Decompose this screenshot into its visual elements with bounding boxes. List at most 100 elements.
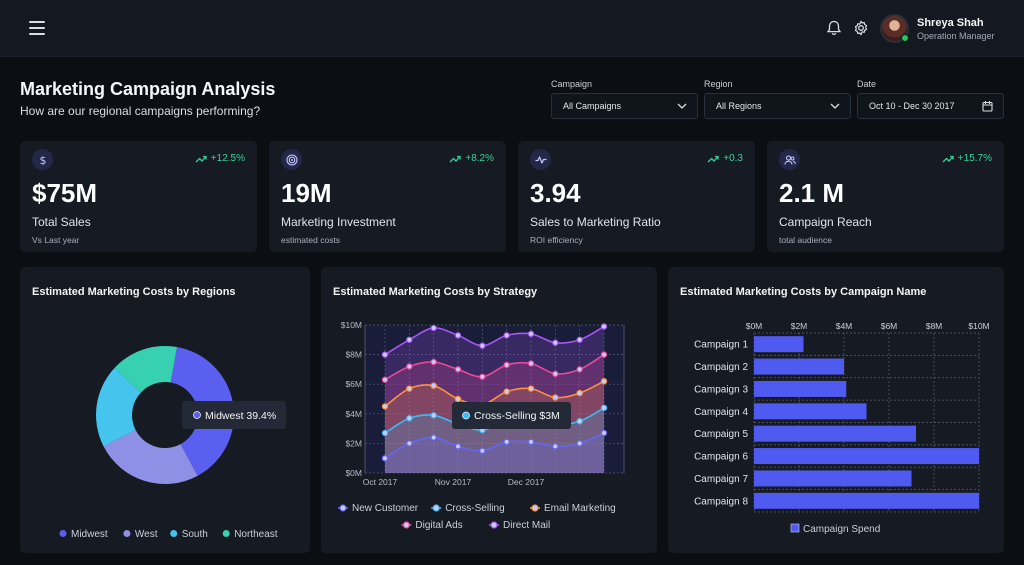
legend-label: West (135, 529, 158, 540)
calendar-icon (982, 101, 993, 112)
kpi-card-sales-marketing-ratio: +0.3 3.94 Sales to Marketing Ratio ROI e… (518, 141, 755, 252)
kpi-change: +12.5% (195, 153, 245, 164)
donut-slice-west (103, 430, 198, 484)
data-point (576, 417, 583, 425)
data-point (503, 438, 510, 446)
area-band-0 (385, 433, 604, 473)
tooltip-box (452, 402, 571, 429)
y-tick-label: $0M (345, 468, 362, 478)
chart-title: Estimated Marketing Costs by Strategy (333, 286, 538, 298)
kpi-value: 2.1 M (779, 178, 845, 208)
x-tick-label: $10M (968, 321, 989, 331)
legend-swatch (790, 523, 800, 533)
bar (754, 425, 916, 442)
data-point (454, 443, 462, 450)
bar (754, 470, 912, 487)
trend-up-icon (942, 155, 954, 162)
tooltip-label: Cross-Selling $3M (474, 410, 560, 422)
series-line (384, 353, 605, 381)
campaign-select[interactable]: All Campaigns (551, 93, 698, 119)
campaign-filter-label: Campaign (551, 79, 593, 89)
online-status-dot (901, 34, 909, 42)
donut-tooltip: Midwest 39.4% (182, 401, 286, 429)
kpi-card-total-sales: $ +12.5% $75M Total Sales Vs Last year (20, 141, 257, 252)
trend-up-icon (195, 155, 207, 162)
data-point (552, 339, 559, 346)
data-point (381, 376, 389, 383)
bar (754, 358, 844, 375)
data-point (552, 370, 559, 378)
data-point (527, 385, 535, 392)
legend-swatch (531, 504, 539, 512)
bar (754, 448, 979, 465)
data-point (430, 324, 437, 332)
data-point (600, 323, 608, 330)
tooltip-swatch (193, 411, 201, 419)
region-select[interactable]: All Regions (704, 93, 851, 119)
data-point (406, 440, 413, 447)
data-point (430, 412, 437, 419)
bar (754, 403, 867, 420)
data-point (503, 388, 510, 395)
data-point (430, 358, 437, 366)
legend-label: Digital Ads (415, 520, 462, 531)
data-point (406, 415, 413, 422)
legend-label: Campaign Spend (803, 524, 880, 535)
chevron-down-icon (677, 103, 687, 109)
avatar[interactable] (880, 14, 909, 43)
category-label: Campaign 4 (694, 407, 748, 418)
data-point (406, 385, 413, 392)
date-filter-label: Date (857, 79, 877, 89)
kpi-card-campaign-reach: +15.7% 2.1 M Campaign Reach total audien… (767, 141, 1004, 252)
data-point (479, 447, 486, 454)
chart-title: Estimated Marketing Costs by Regions (32, 286, 236, 298)
kpi-change: +15.7% (942, 153, 992, 164)
data-point (406, 336, 413, 344)
svg-text:$: $ (39, 154, 46, 166)
bar (754, 336, 804, 353)
date-picker-value: Oct 10 - Dec 30 2017 (869, 101, 955, 111)
legend-swatch (432, 504, 440, 512)
target-icon (281, 149, 302, 170)
plot-area (753, 332, 980, 513)
menu-icon[interactable] (29, 21, 45, 35)
campaign-chart-panel: Estimated Marketing Costs by Campaign Na… (668, 267, 1004, 553)
strategy-chart-panel: Estimated Marketing Costs by Strategy $0… (321, 267, 657, 553)
campaign-select-value: All Campaigns (563, 101, 622, 111)
data-point (600, 429, 608, 437)
kpi-subtext: ROI efficiency (530, 235, 583, 245)
category-label: Campaign 1 (694, 340, 748, 351)
data-point (600, 351, 608, 358)
data-point (381, 403, 389, 410)
trend-up-icon (449, 155, 462, 162)
x-tick-label: $8M (926, 321, 943, 331)
legend-swatch (170, 530, 178, 537)
data-point (381, 429, 389, 437)
legend-swatch (222, 530, 230, 537)
kpi-card-marketing-investment: +8.2% 19M Marketing Investment estimated… (269, 141, 506, 252)
donut-legend: Midwest West South Northeast (59, 529, 278, 540)
data-point (576, 336, 583, 344)
data-point (454, 395, 462, 403)
page-title: Marketing Campaign Analysis (20, 79, 276, 99)
bell-icon[interactable] (825, 19, 843, 37)
data-point (381, 454, 389, 462)
data-point (479, 373, 486, 381)
category-label: Campaign 2 (694, 362, 748, 373)
legend-swatch (339, 504, 347, 512)
legend-swatch (402, 521, 411, 529)
trend-up-icon (707, 155, 719, 162)
data-point (527, 330, 535, 338)
gear-icon[interactable] (852, 19, 870, 37)
kpi-value: $75M (32, 178, 98, 208)
category-label: Campaign 3 (694, 384, 748, 395)
plot-area (364, 323, 625, 474)
area-tooltip: Cross-Selling $3M (452, 402, 571, 429)
data-point (552, 394, 559, 401)
date-picker[interactable]: Oct 10 - Dec 30 2017 (857, 93, 1004, 119)
region-filter-label: Region (704, 79, 733, 89)
kpi-label: Campaign Reach (779, 215, 872, 229)
legend-swatch (123, 530, 131, 537)
kpi-change: +8.2% (449, 153, 494, 164)
legend-label: Midwest (71, 529, 108, 540)
